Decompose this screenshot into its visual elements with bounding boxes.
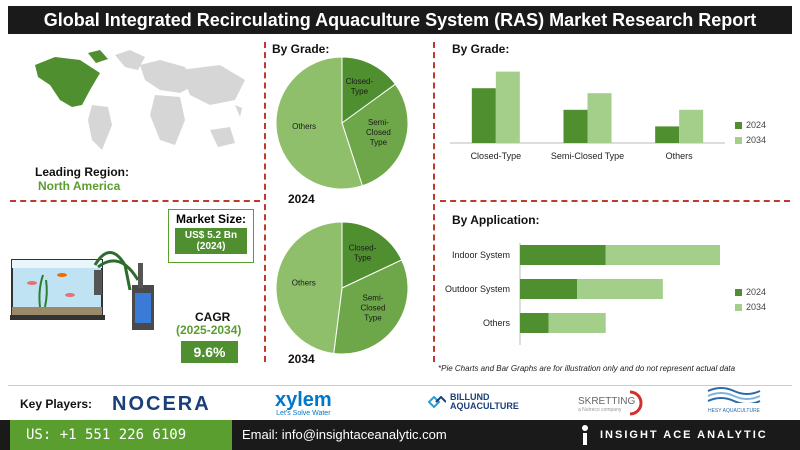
legend-item-2024: 2024 <box>735 120 766 130</box>
bar <box>679 109 704 143</box>
bar-app-title: By Application: <box>452 213 540 227</box>
billund-wave-icon <box>428 396 446 408</box>
logo-skretting: SKRETTING a Nutreco company <box>578 390 643 416</box>
market-size-year: (2024) <box>196 241 226 252</box>
pie-slice-label: Semi-Closed Type <box>361 294 386 323</box>
pie-slice-label: Semi-Closed Type <box>366 118 391 147</box>
footer-email[interactable]: Email: info@insightaceanalytic.com <box>242 427 447 442</box>
pie-section-title: By Grade: <box>272 42 330 56</box>
aquarium-illustration <box>10 251 154 330</box>
pie-2034-year: 2034 <box>288 352 315 366</box>
divider-horizontal-right <box>440 200 790 202</box>
y-tick-label: Others <box>483 318 511 328</box>
logo-nocera: NOCERA <box>112 393 211 415</box>
pie-2024-year: 2024 <box>288 192 315 206</box>
market-size-value: US$ 5.2 Bn <box>184 230 238 241</box>
legend-item-2034: 2034 <box>735 302 766 312</box>
y-tick-label: Indoor System <box>452 250 510 260</box>
report-title: Global Integrated Recirculating Aquacult… <box>8 6 792 34</box>
logo-xylem: xylem Let's Solve Water <box>275 389 332 417</box>
pie-slice <box>341 221 403 289</box>
bar <box>563 109 588 143</box>
cagr-label: CAGR <box>195 310 231 324</box>
x-tick-label: Closed-Type <box>471 151 522 161</box>
bar <box>605 245 720 265</box>
market-size-value-box: US$ 5.2 Bn (2024) <box>175 228 247 254</box>
bar-chart-application: Indoor System Outdoor System Others <box>445 243 720 345</box>
pie-slice <box>341 56 397 124</box>
bar <box>587 93 612 143</box>
divider-vertical-left <box>264 42 266 362</box>
pie-slice-label: Others <box>292 122 316 131</box>
divider-players <box>8 385 792 386</box>
leading-region-value: North America <box>38 179 121 193</box>
pie-slice-label: Others <box>292 279 316 288</box>
x-tick-label: Semi-Closed Type <box>551 151 624 161</box>
logo-hesy: HESY AQUACULTURE <box>706 385 762 414</box>
bar <box>520 245 606 265</box>
bar-grade-title: By Grade: <box>452 42 510 56</box>
leading-region-label: Leading Region: <box>35 165 129 179</box>
bar <box>548 313 606 333</box>
key-players-label: Key Players: <box>20 397 93 411</box>
pie-slice <box>275 221 343 355</box>
pie-slice-label: Closed-Type <box>349 244 377 263</box>
bar-chart-grade: Closed-Type Semi-Closed Type Others <box>450 71 725 161</box>
bar <box>655 126 680 143</box>
footer-brand: INSIGHT ACE ANALYTIC <box>600 429 768 441</box>
pie-slice <box>275 56 364 190</box>
disclaimer: *Pie Charts and Bar Graphs are for illus… <box>438 364 736 373</box>
skretting-swirl-icon <box>629 390 643 416</box>
bar <box>495 71 520 143</box>
market-size-box: Market Size: US$ 5.2 Bn (2024) <box>168 209 254 263</box>
bar-grade-legend: 2024 2034 <box>735 120 766 145</box>
legend-item-2034: 2034 <box>735 135 766 145</box>
x-tick-label: Others <box>666 151 694 161</box>
divider-horizontal-left <box>10 200 260 202</box>
y-tick-label: Outdoor System <box>445 284 510 294</box>
bar <box>577 279 663 299</box>
legend-item-2024: 2024 <box>735 287 766 297</box>
bar <box>520 313 549 333</box>
divider-vertical-right <box>433 42 435 362</box>
brand-icon <box>582 425 588 445</box>
footer-phone[interactable]: US: +1 551 226 6109 <box>10 420 232 450</box>
pie-slice <box>341 83 409 187</box>
north-america-region <box>35 57 100 107</box>
bar <box>471 88 496 143</box>
bar-app-legend: 2024 2034 <box>735 287 766 312</box>
hesy-wave-icon <box>707 387 761 405</box>
market-size-label: Market Size: <box>175 212 247 226</box>
cagr-period: (2025-2034) <box>176 323 242 337</box>
pie-slice-label: Closed-Type <box>346 77 374 96</box>
cagr-value: 9.6% <box>181 341 238 363</box>
world-map <box>35 50 245 150</box>
pie-slice <box>333 259 409 355</box>
logo-billund: BILLUND AQUACULTURE <box>428 393 530 411</box>
pie-chart-2034: Closed-Type Semi-Closed Type Others <box>275 221 409 355</box>
pie-chart-2024: Closed-Type Semi-Closed Type Others <box>275 56 409 190</box>
bar <box>520 279 578 299</box>
